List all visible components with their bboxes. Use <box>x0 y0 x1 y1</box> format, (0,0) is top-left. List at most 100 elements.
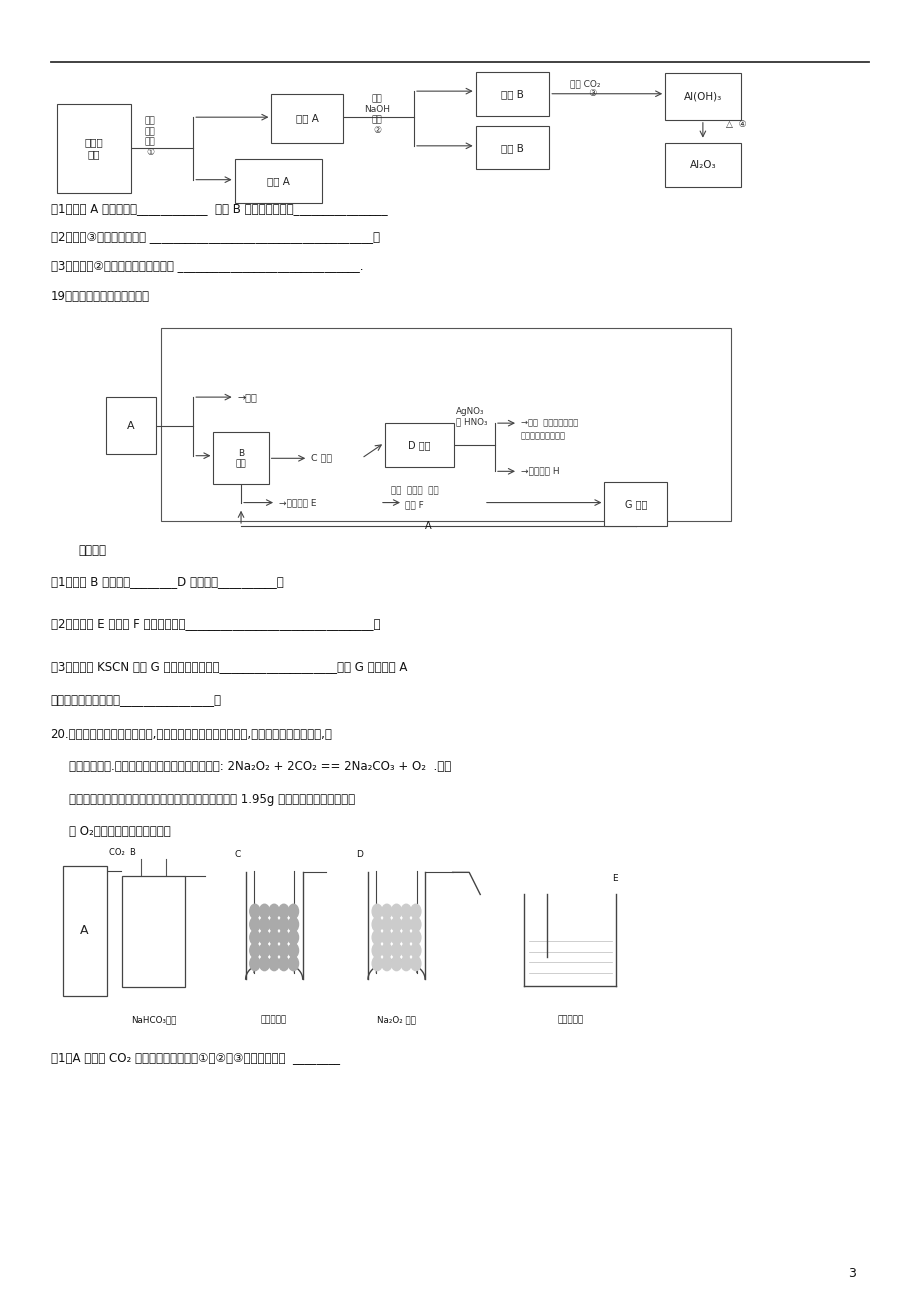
Circle shape <box>372 917 382 932</box>
Text: →气体: →气体 <box>237 392 257 402</box>
Text: AgNO₃
稀 HNO₃: AgNO₃ 稀 HNO₃ <box>456 408 487 426</box>
Circle shape <box>259 943 269 958</box>
Bar <box>234 159 322 203</box>
Text: A: A <box>80 924 89 937</box>
Text: B
溶液: B 溶液 <box>235 449 246 467</box>
Text: →溶液  铝色反应呈紫色: →溶液 铝色反应呈紫色 <box>520 419 577 427</box>
Circle shape <box>401 956 411 971</box>
Text: D: D <box>357 850 363 859</box>
Circle shape <box>289 956 298 971</box>
Bar <box>475 126 549 169</box>
Circle shape <box>391 917 402 932</box>
Circle shape <box>411 930 421 945</box>
Text: （1）写出 B 的化学式________D 的化学式__________。: （1）写出 B 的化学式________D 的化学式__________。 <box>51 575 283 589</box>
Circle shape <box>289 943 298 958</box>
Circle shape <box>250 917 260 932</box>
Circle shape <box>278 930 289 945</box>
Text: 20.过氧化钠是一种淡黄色固体,它能与二氧化碳反应生成氧气,在潜水艇中用作制氧剂,供: 20.过氧化钠是一种淡黄色固体,它能与二氧化碳反应生成氧气,在潜水艇中用作制氧剂… <box>51 728 332 741</box>
Text: Na₂O₂ 样品: Na₂O₂ 样品 <box>377 1016 415 1025</box>
Text: A: A <box>424 521 431 531</box>
Circle shape <box>372 904 382 919</box>
Circle shape <box>411 943 421 958</box>
Bar <box>664 143 740 187</box>
Bar <box>384 423 453 467</box>
Circle shape <box>250 930 260 945</box>
Circle shape <box>391 956 402 971</box>
Circle shape <box>391 943 402 958</box>
Text: 沉淀 A: 沉淀 A <box>267 176 289 186</box>
Bar <box>213 432 268 484</box>
Text: C: C <box>234 850 241 859</box>
Circle shape <box>372 930 382 945</box>
Text: 取 O₂，设计出如下实验装置：: 取 O₂，设计出如下实验装置： <box>69 825 171 838</box>
Text: 饱和石灰水: 饱和石灰水 <box>557 1016 583 1025</box>
Text: 沉淀 B: 沉淀 B <box>501 143 523 152</box>
Circle shape <box>411 956 421 971</box>
Text: 人类呼吸之用.它与二氧化碳反应的化学方程式为: 2Na₂O₂ + 2CO₂ == 2Na₂CO₃ + O₂  .某学: 人类呼吸之用.它与二氧化碳反应的化学方程式为: 2Na₂O₂ + 2CO₂ ==… <box>69 760 450 773</box>
Bar <box>664 73 740 120</box>
Circle shape <box>250 943 260 958</box>
Circle shape <box>381 917 391 932</box>
Circle shape <box>278 956 289 971</box>
Circle shape <box>381 943 391 958</box>
Text: 过量 CO₂
      ③: 过量 CO₂ ③ <box>569 79 600 98</box>
Text: D 溶液: D 溶液 <box>407 440 430 450</box>
Text: 的有关离子反应方程式________________。: 的有关离子反应方程式________________。 <box>51 694 221 707</box>
Text: 滤液 A: 滤液 A <box>296 113 318 124</box>
Text: C 溶液: C 溶液 <box>311 454 332 462</box>
Text: △  ④: △ ④ <box>725 121 745 129</box>
Text: （1）A 中制取 CO₂ 的装置，应从下列图①、②、③中选哪个图：  ________: （1）A 中制取 CO₂ 的装置，应从下列图①、②、③中选哪个图： ______… <box>51 1051 339 1064</box>
Bar <box>122 876 185 987</box>
Circle shape <box>372 956 382 971</box>
Circle shape <box>372 943 382 958</box>
Circle shape <box>269 904 279 919</box>
Text: 滤液 B: 滤液 B <box>501 89 523 99</box>
Circle shape <box>259 904 269 919</box>
Circle shape <box>289 917 298 932</box>
Text: 过量
NaOH
过滤
②: 过量 NaOH 过滤 ② <box>364 95 390 134</box>
Text: （2）步骤③的离子方程式为 ______________________________________；: （2）步骤③的离子方程式为 __________________________… <box>51 230 380 243</box>
Circle shape <box>391 930 402 945</box>
Text: NaHCO₃溶液: NaHCO₃溶液 <box>130 1016 176 1025</box>
Circle shape <box>411 904 421 919</box>
Text: 生为了验证这一实验，以足量的大理石、足量的盐酸和 1.95g 过氧化钠样品为原料，制: 生为了验证这一实验，以足量的大理石、足量的盐酸和 1.95g 过氧化钠样品为原料… <box>69 793 355 806</box>
Circle shape <box>391 904 402 919</box>
Text: （3）在操作②中要用到的玻璃仪器有 _______________________________.: （3）在操作②中要用到的玻璃仪器有 ______________________… <box>51 259 370 272</box>
Text: （1）沉淀 A 的化学式是____________  滤液 B 的成分除水外是________________: （1）沉淀 A 的化学式是____________ 滤液 B 的成分除水外是__… <box>51 202 387 215</box>
Text: →白色沉淀 E: →白色沉淀 E <box>278 499 316 506</box>
Circle shape <box>278 943 289 958</box>
Circle shape <box>269 930 279 945</box>
Circle shape <box>289 904 298 919</box>
Text: →白色沉淀 H: →白色沉淀 H <box>520 467 559 475</box>
Text: 沉淀 F: 沉淀 F <box>404 501 423 509</box>
Text: 氧化铝
样品: 氧化铝 样品 <box>85 138 103 159</box>
Circle shape <box>269 956 279 971</box>
Circle shape <box>269 943 279 958</box>
Text: 空气  红褐色  盐酸: 空气 红褐色 盐酸 <box>391 487 438 495</box>
Circle shape <box>250 956 260 971</box>
Text: A: A <box>127 421 135 431</box>
Bar <box>475 72 549 116</box>
Text: 19．已知有以下物质相互转化: 19．已知有以下物质相互转化 <box>51 290 150 303</box>
Text: E: E <box>611 875 617 883</box>
Circle shape <box>278 917 289 932</box>
Text: （过过蓝色钴玻璃）: （过过蓝色钴玻璃） <box>520 432 565 440</box>
Text: G 溶液: G 溶液 <box>624 499 646 509</box>
Circle shape <box>381 904 391 919</box>
Text: 3: 3 <box>846 1267 855 1280</box>
Circle shape <box>278 904 289 919</box>
Circle shape <box>250 904 260 919</box>
Circle shape <box>411 917 421 932</box>
Bar <box>604 482 666 526</box>
Bar <box>57 104 130 193</box>
Circle shape <box>401 930 411 945</box>
Circle shape <box>269 917 279 932</box>
Text: 无水硫酸铜: 无水硫酸铜 <box>261 1016 287 1025</box>
Circle shape <box>289 930 298 945</box>
Text: （2）写出由 E 转变成 F 的化学方程式________________________________。: （2）写出由 E 转变成 F 的化学方程式___________________… <box>51 617 380 630</box>
Text: 过量
盐酸
过滤
①: 过量 盐酸 过滤 ① <box>144 117 155 156</box>
Circle shape <box>381 956 391 971</box>
Circle shape <box>381 930 391 945</box>
Bar <box>62 866 107 996</box>
Circle shape <box>401 917 411 932</box>
